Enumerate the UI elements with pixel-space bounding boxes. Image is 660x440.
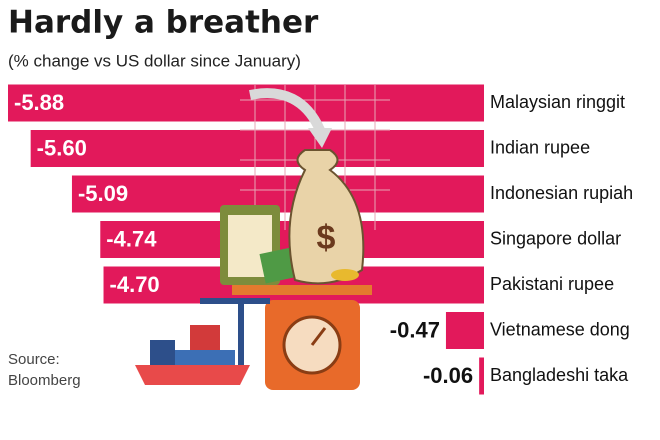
bar bbox=[8, 84, 484, 122]
category-label: Bangladeshi taka bbox=[490, 365, 629, 385]
sack-symbol: $ bbox=[317, 219, 336, 257]
illustration: $ bbox=[135, 85, 390, 390]
container bbox=[190, 325, 220, 350]
category-label: Singapore dollar bbox=[490, 228, 621, 248]
bar bbox=[479, 357, 484, 395]
value-label: -0.06 bbox=[423, 363, 473, 388]
source-label: Source: bbox=[8, 351, 60, 368]
decor-arrow bbox=[249, 88, 325, 133]
money-sack bbox=[288, 149, 365, 285]
ship-bridge bbox=[150, 340, 175, 365]
category-label: Indonesian rupiah bbox=[490, 183, 633, 203]
decor-arrow-head bbox=[308, 128, 332, 148]
bar bbox=[445, 312, 484, 349]
value-label: -5.88 bbox=[14, 90, 64, 115]
source-name: Bloomberg bbox=[8, 372, 81, 389]
coins bbox=[331, 269, 359, 281]
value-label: -0.47 bbox=[390, 317, 440, 342]
category-label: Pakistani rupee bbox=[490, 274, 614, 294]
category-label: Malaysian ringgit bbox=[490, 92, 625, 112]
value-label: -4.70 bbox=[110, 272, 160, 297]
chart-title: Hardly a breather bbox=[8, 5, 319, 41]
crane-mast bbox=[238, 300, 244, 370]
bar bbox=[30, 130, 485, 167]
category-label: Vietnamese dong bbox=[490, 319, 630, 339]
value-label: -5.09 bbox=[78, 181, 128, 206]
category-label: Indian rupee bbox=[490, 137, 590, 157]
scale-plate bbox=[232, 285, 372, 295]
value-label: -4.74 bbox=[106, 226, 157, 251]
crane-arm bbox=[200, 298, 270, 304]
value-label: -5.60 bbox=[37, 135, 87, 160]
chart-subtitle: (% change vs US dollar since January) bbox=[8, 51, 301, 70]
ship-hull bbox=[135, 365, 250, 385]
containers bbox=[175, 350, 235, 365]
scale-needle bbox=[310, 327, 327, 346]
